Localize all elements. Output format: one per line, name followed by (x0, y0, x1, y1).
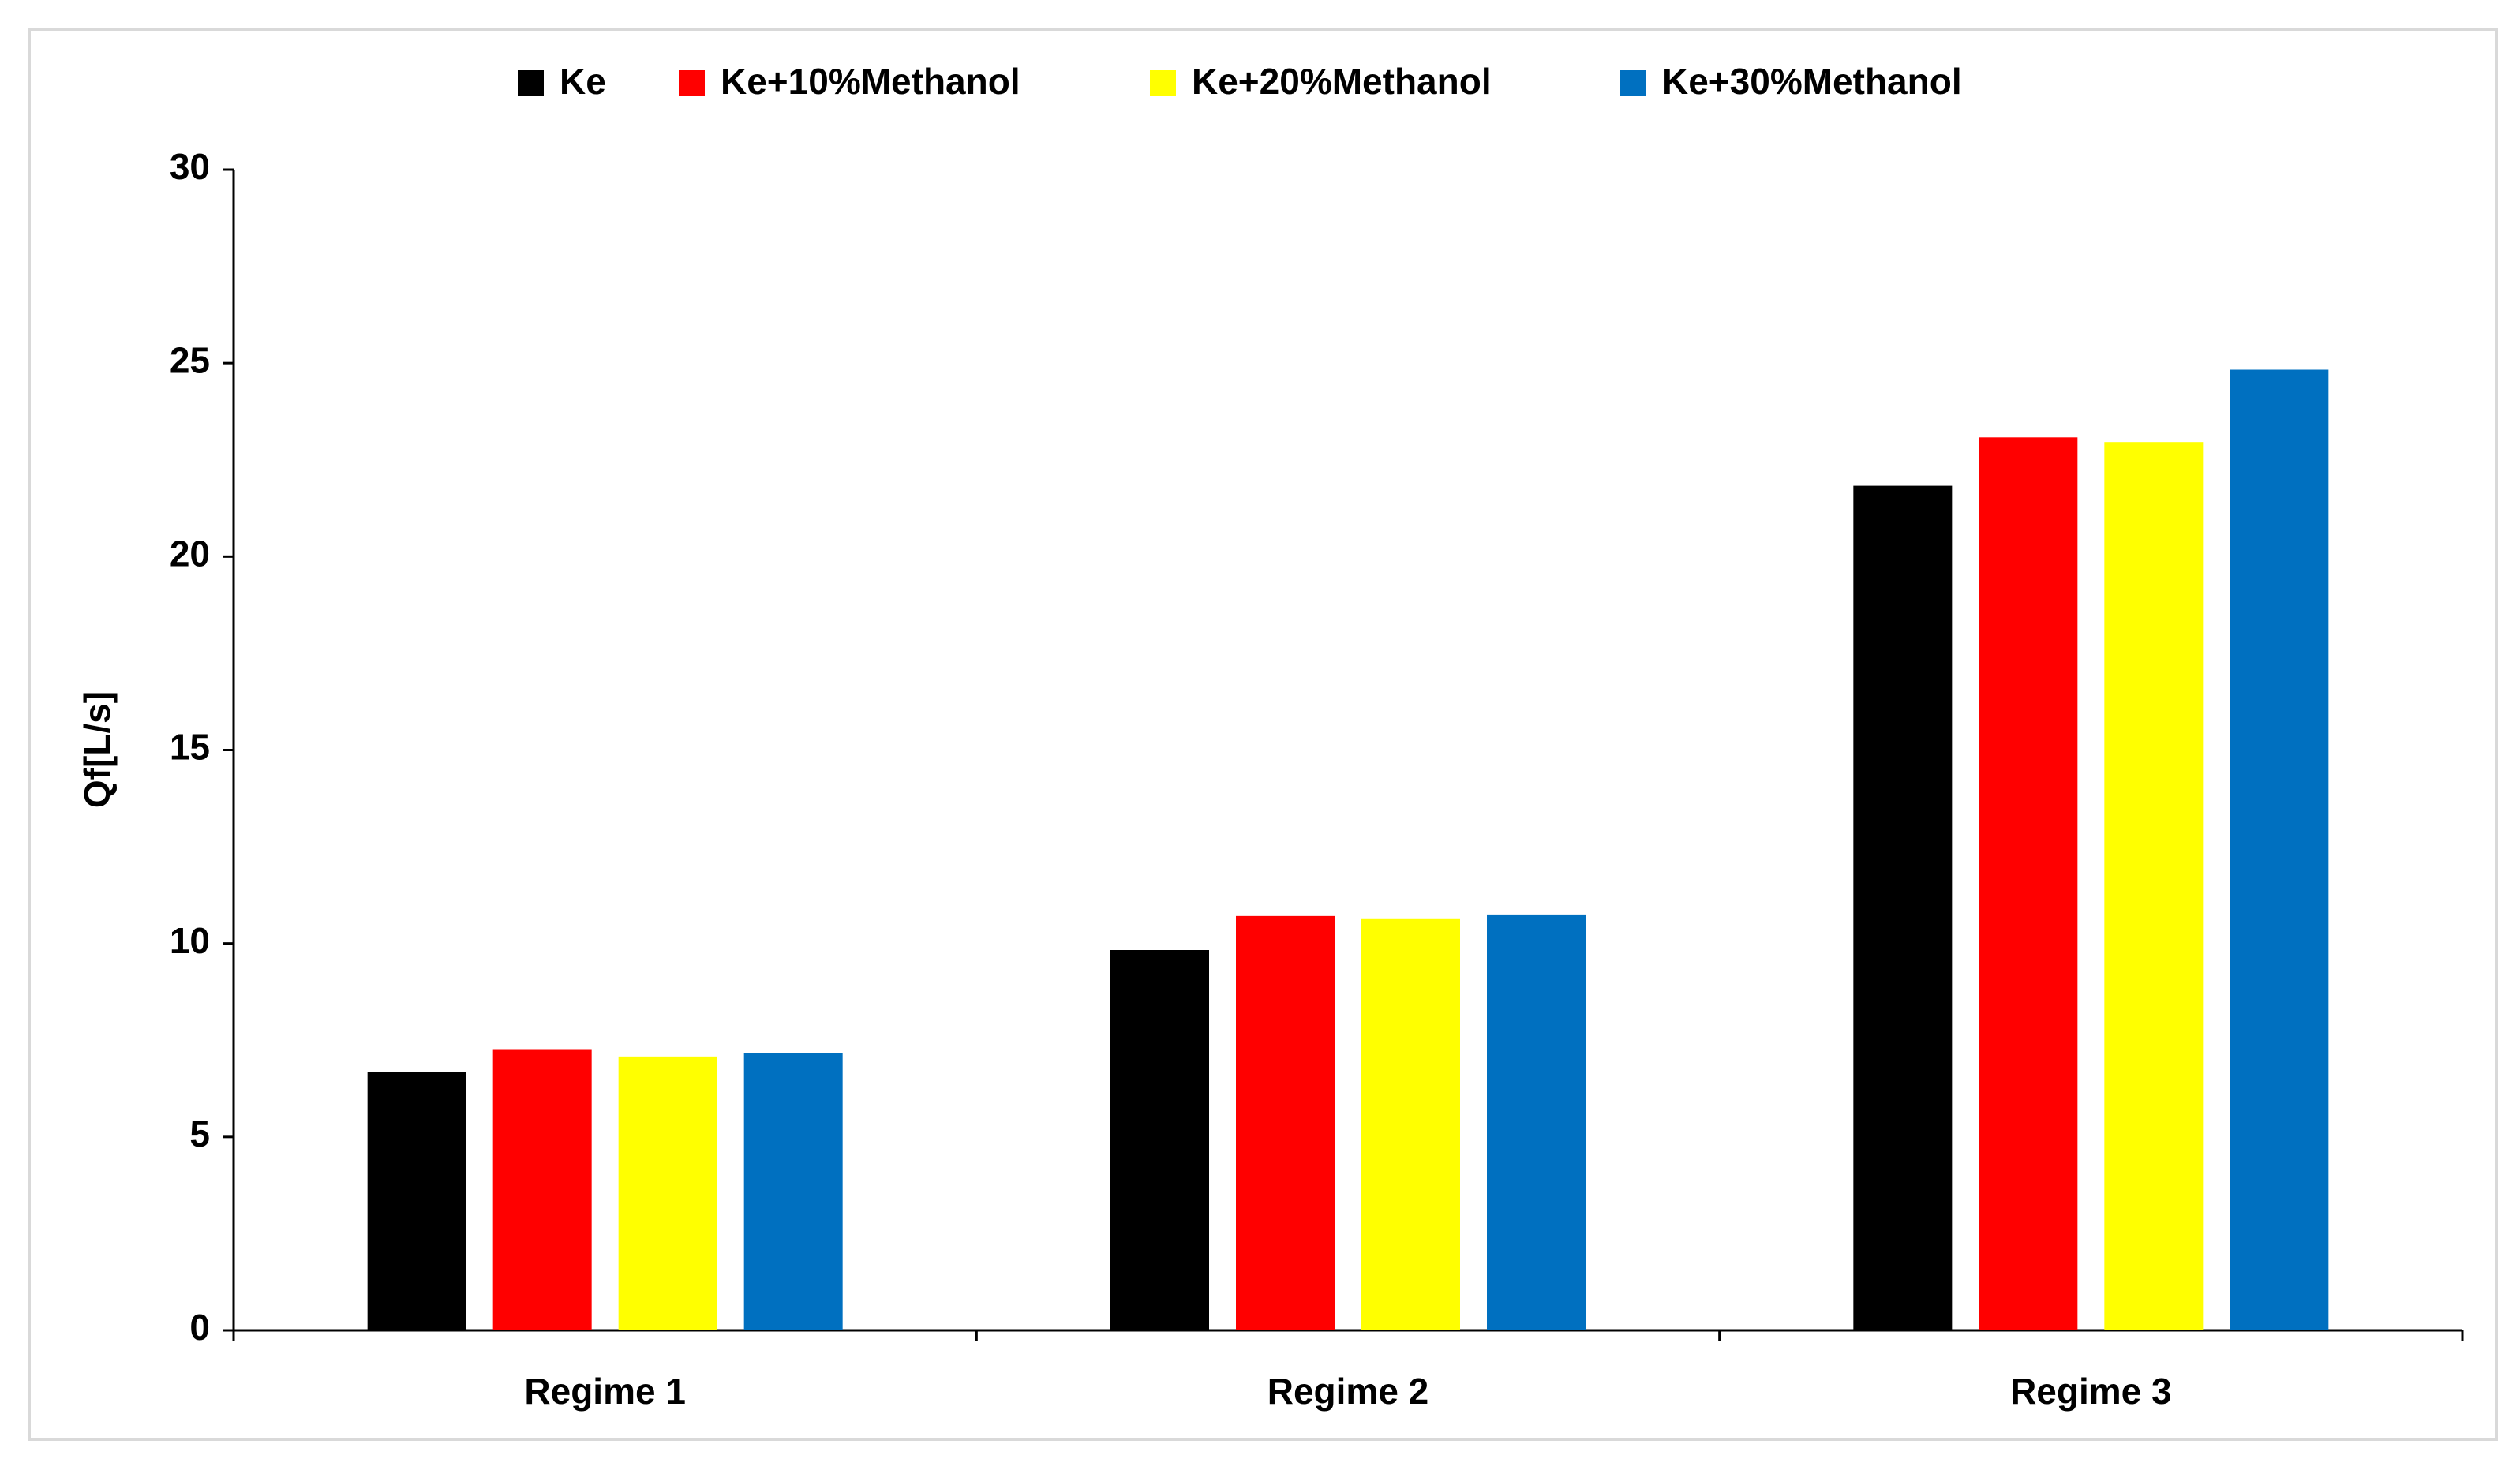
bar (618, 1056, 717, 1330)
y-tick-label: 5 (189, 1113, 210, 1154)
legend-label: Ke+30%Methanol (1662, 61, 1962, 102)
y-tick-label: 30 (170, 146, 210, 187)
legend-label: Ke (560, 61, 606, 102)
y-tick-label: 15 (170, 727, 210, 768)
legend-label: Ke+10%Methanol (721, 61, 1020, 102)
bar (1487, 914, 1586, 1330)
legend-swatch (1150, 70, 1176, 96)
x-tick-label: Regime 3 (2010, 1371, 2172, 1412)
legend-label: Ke+20%Methanol (1192, 61, 1492, 102)
legend-swatch (518, 70, 544, 96)
bar (1110, 950, 1209, 1330)
bar (492, 1049, 592, 1330)
bar (1236, 915, 1335, 1330)
y-tick-label: 10 (170, 920, 210, 961)
legend-swatch (1620, 70, 1646, 96)
y-tick-label: 25 (170, 339, 210, 380)
x-tick-label: Regime 1 (524, 1371, 686, 1412)
legend-swatch (679, 70, 705, 96)
bar (2230, 369, 2329, 1330)
bar (1979, 437, 2078, 1330)
y-tick-label: 20 (170, 533, 210, 574)
bar (1361, 918, 1460, 1330)
bar (367, 1072, 466, 1330)
y-axis-title: Qf[L/s] (77, 691, 118, 808)
bar (1853, 485, 1953, 1331)
bar (2104, 442, 2204, 1331)
bar (743, 1053, 843, 1330)
y-tick-label: 0 (189, 1307, 210, 1348)
x-tick-label: Regime 2 (1267, 1371, 1429, 1412)
